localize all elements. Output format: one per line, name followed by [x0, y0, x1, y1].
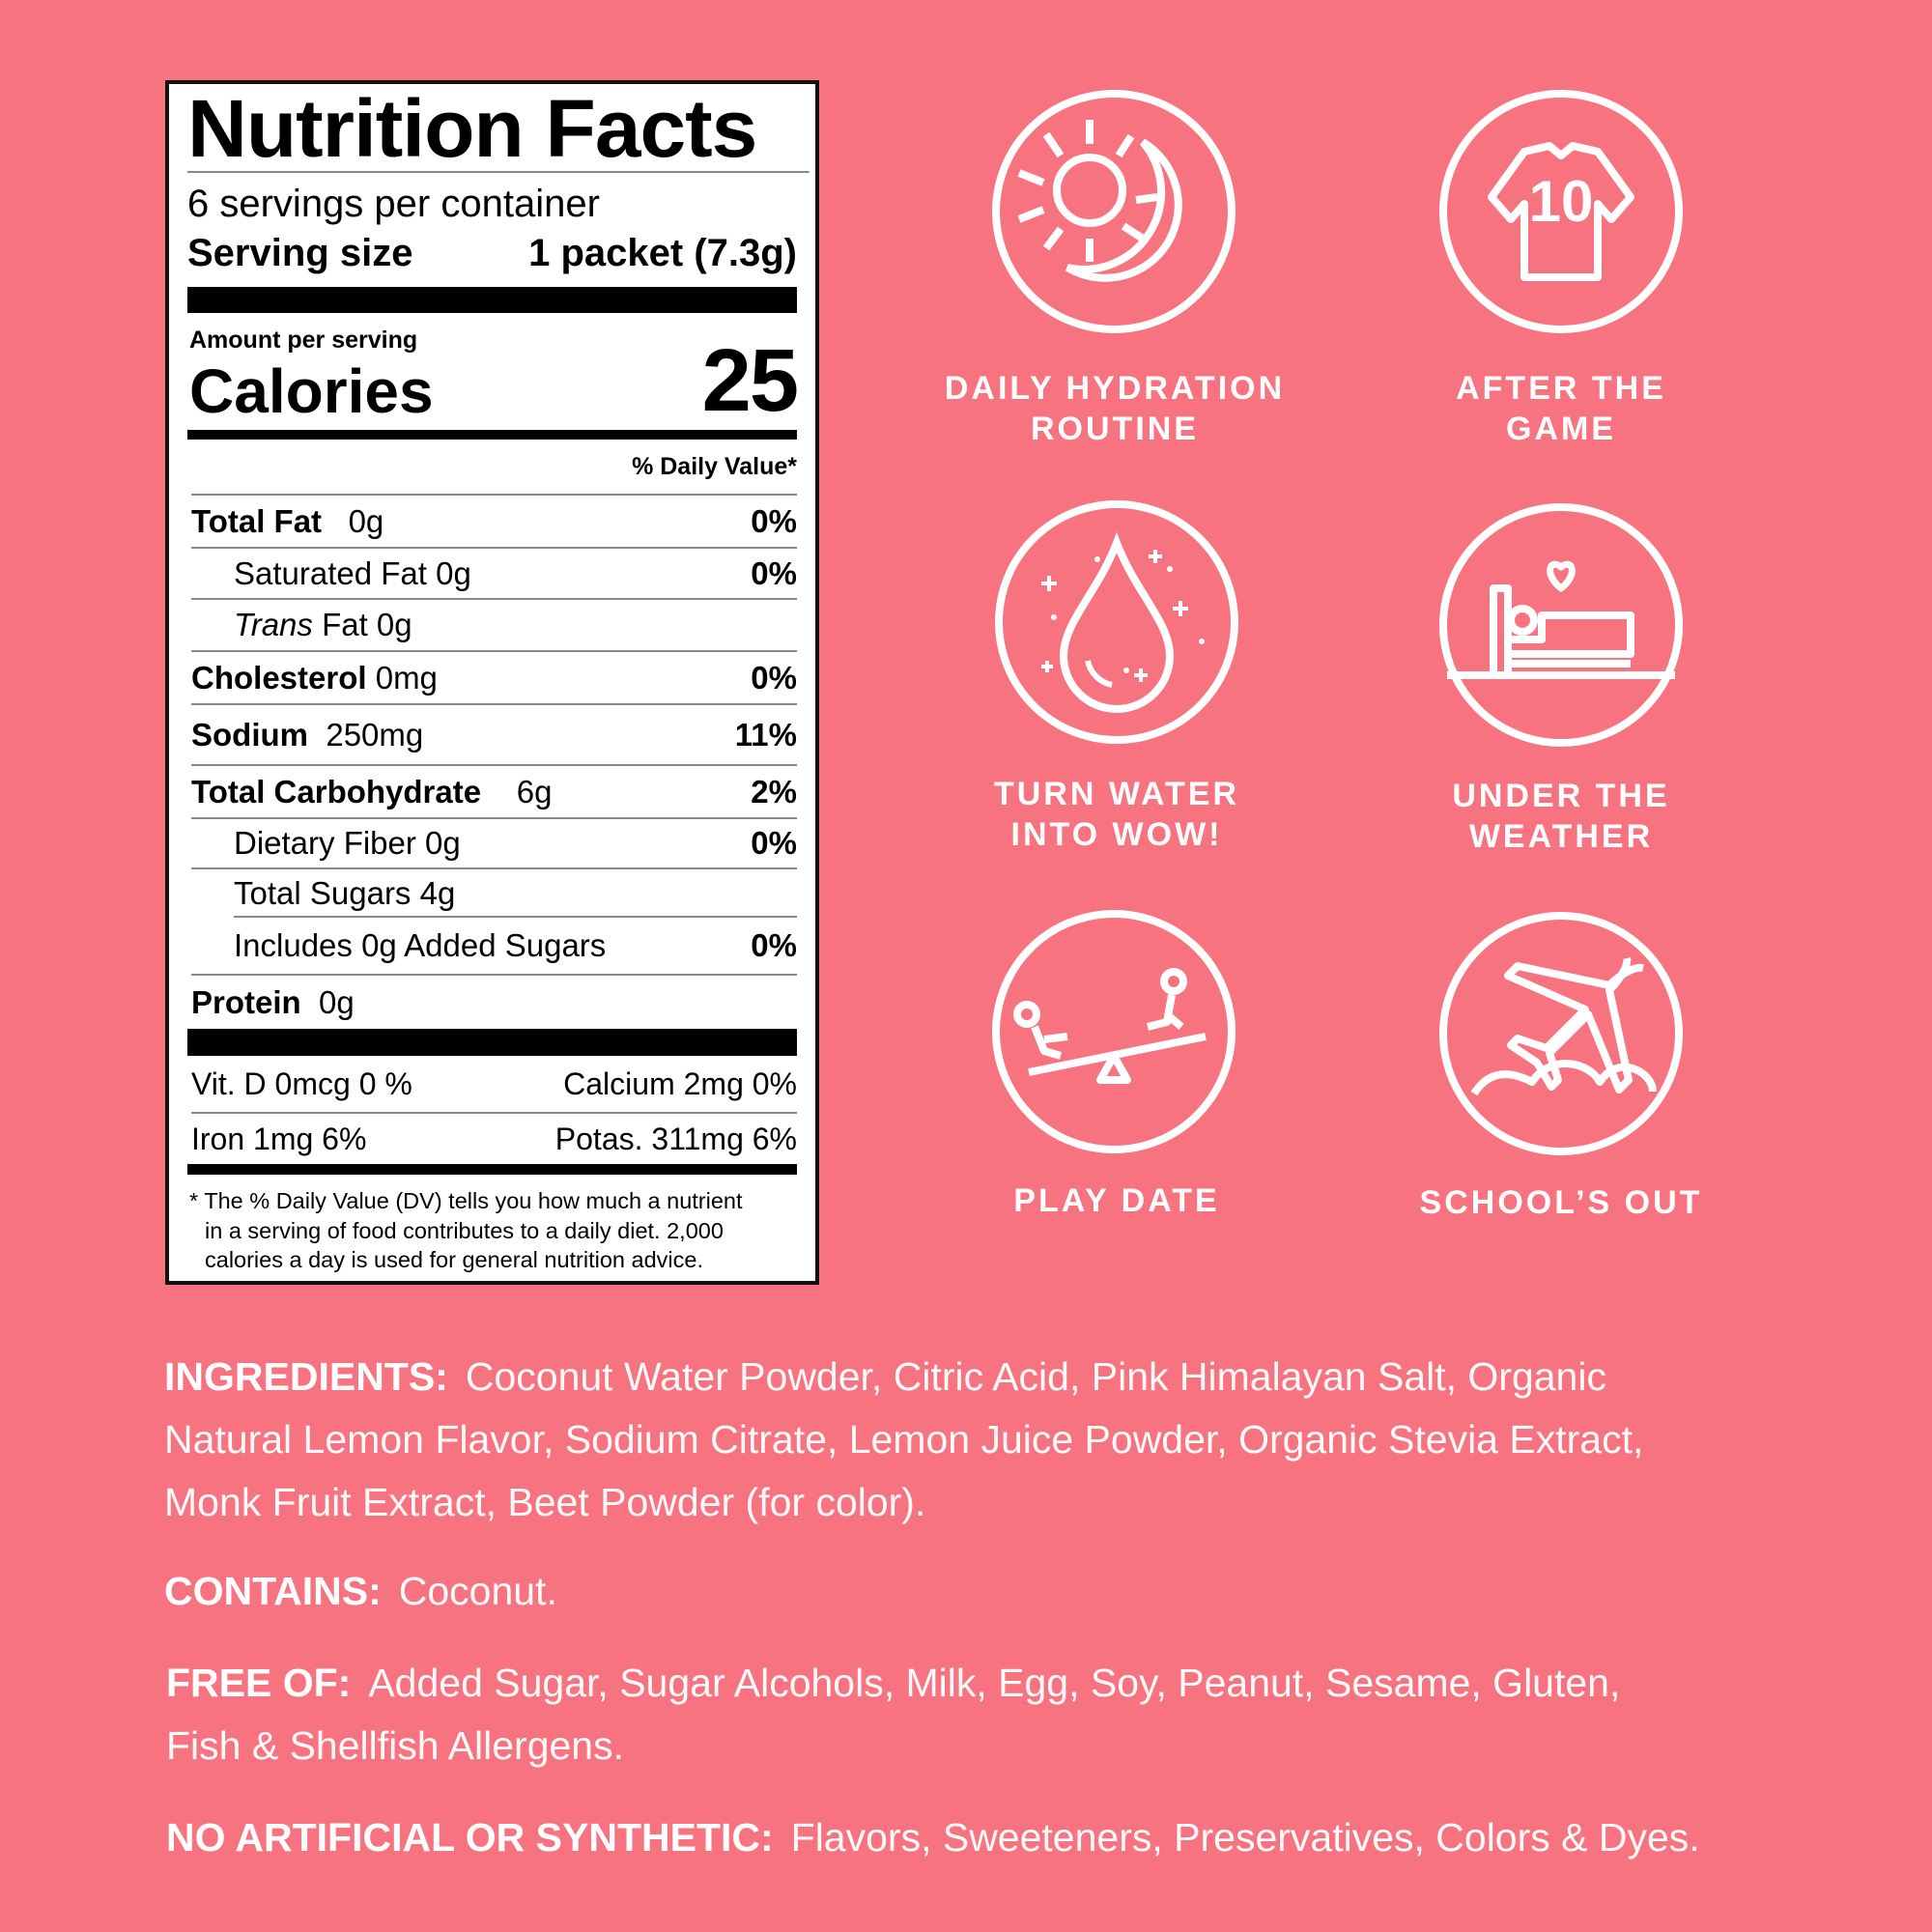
nutrient-dv: 0%	[751, 927, 797, 963]
calories-block: Amount per serving Calories 25	[187, 313, 799, 430]
row-saturated-fat: Saturated Fat 0g 0%	[191, 549, 797, 600]
vitamin-row-1: Vit. D 0mcg 0 % Calcium 2mg 0%	[191, 1056, 797, 1114]
footnote: * The % Daily Value (DV) tells you how m…	[187, 1175, 797, 1275]
row-total-fat: Total Fat 0g 0%	[191, 496, 797, 549]
caption-under-the-weather: UNDER THE WEATHER	[1358, 776, 1764, 857]
nutrient-name: Total Sugars 4g	[234, 875, 456, 911]
caption-line: DAILY HYDRATION	[944, 370, 1286, 407]
caption-line: ROUTINE	[1031, 411, 1199, 447]
seesaw-icon	[992, 910, 1236, 1153]
row-protein: Protein 0g	[191, 976, 797, 1029]
servings-per-container: 6 servings per container	[187, 183, 600, 225]
row-total-sugars: Total Sugars 4g	[191, 869, 797, 918]
footnote-line: in a serving of food contributes to a da…	[205, 1217, 724, 1243]
footnote-line: calories a day is used for general nutri…	[205, 1247, 703, 1272]
nutrient-amount: 0mg	[375, 659, 438, 696]
no-artificial-text: Flavors, Sweeteners, Preservatives, Colo…	[790, 1815, 1700, 1860]
divider-medium	[187, 430, 797, 440]
free-of-line: Fish & Shellfish Allergens.	[166, 1723, 625, 1768]
nutrient-name-italic: Trans	[234, 607, 313, 642]
nutrient-dv: 11%	[734, 716, 797, 753]
row-sodium: Sodium 250mg 11%	[191, 705, 797, 766]
nutrient-name: Sodium	[191, 716, 308, 753]
nutrition-facts-label: Nutrition Facts 6 servings per container…	[165, 80, 819, 1285]
no-artificial: NO ARTIFICIAL OR SYNTHETIC: Flavors, Swee…	[166, 1806, 1700, 1869]
caption-schools-out: SCHOOL’S OUT	[1358, 1182, 1764, 1223]
serving-size-label: Serving size	[187, 232, 413, 274]
nutrient-dv: 0%	[751, 502, 797, 539]
potassium: Potas. 311mg 6%	[554, 1121, 797, 1156]
serving-size-value: 1 packet (7.3g)	[528, 232, 797, 274]
caption-line: SCHOOL’S OUT	[1419, 1184, 1703, 1221]
label-title: Nutrition Facts	[187, 84, 810, 173]
ingredients-line: Coconut Water Powder, Citric Acid, Pink …	[465, 1354, 1606, 1399]
ingredients-line: Natural Lemon Flavor, Sodium Citrate, Le…	[164, 1417, 1644, 1462]
ingredients-label: INGREDIENTS:	[164, 1354, 448, 1399]
row-total-carbohydrate: Total Carbohydrate 6g 2%	[191, 766, 797, 819]
caption-daily-hydration: DAILY HYDRATION ROUTINE	[912, 368, 1318, 449]
nutrient-name: Cholesterol	[191, 659, 367, 696]
free-of: FREE OF: Added Sugar, Sugar Alcohols, Mil…	[166, 1652, 1620, 1777]
nutrient-amount: 0g	[348, 502, 384, 539]
row-added-sugars: Includes 0g Added Sugars 0%	[191, 918, 797, 976]
sun-moon-icon	[992, 90, 1236, 333]
vitamin-row-2: Iron 1mg 6% Potas. 311mg 6%	[191, 1114, 797, 1164]
nutrient-name: Dietary Fiber 0g	[234, 825, 461, 861]
row-cholesterol: Cholesterol 0mg 0%	[191, 652, 797, 705]
nutrient-name: Protein	[191, 983, 301, 1020]
nutrient-name: Fat 0g	[312, 607, 412, 642]
free-of-line: Added Sugar, Sugar Alcohols, Milk, Egg, …	[368, 1661, 1621, 1705]
iron: Iron 1mg 6%	[191, 1121, 367, 1156]
row-dietary-fiber: Dietary Fiber 0g 0%	[191, 819, 797, 869]
jersey-number: 10	[1529, 169, 1594, 234]
calories-value: 25	[701, 331, 799, 430]
nutrient-amount: 6g	[516, 773, 553, 810]
nutrient-dv: 2%	[751, 773, 797, 810]
nutrient-name: Total Carbohydrate	[191, 773, 482, 810]
caption-line: GAME	[1506, 411, 1616, 447]
ingredients: INGREDIENTS: Coconut Water Powder, Citric…	[164, 1346, 1643, 1534]
divider-thick	[187, 1029, 797, 1056]
nutrient-name: Total Fat	[191, 502, 323, 539]
caption-line: TURN WATER	[993, 776, 1240, 812]
free-of-label: FREE OF:	[166, 1661, 352, 1705]
nutrient-amount: 250mg	[326, 716, 424, 753]
airplane-icon	[1439, 912, 1683, 1155]
vitamin-d: Vit. D 0mcg 0 %	[191, 1065, 412, 1101]
no-artificial-label: NO ARTIFICIAL OR SYNTHETIC:	[166, 1815, 774, 1860]
caption-line: PLAY DATE	[1013, 1182, 1220, 1219]
row-trans-fat: Trans Fat 0g	[191, 600, 797, 652]
calories-label: Calories	[189, 356, 434, 426]
caption-play-date: PLAY DATE	[914, 1180, 1320, 1221]
divider-thick	[187, 287, 797, 313]
caption-line: AFTER THE	[1456, 370, 1666, 407]
jersey-icon: 10	[1439, 90, 1683, 333]
contains: CONTAINS: Coconut.	[164, 1560, 557, 1623]
caption-after-the-game: AFTER THE GAME	[1358, 368, 1764, 449]
nutrient-dv: 0%	[751, 825, 797, 861]
footnote-line: * The % Daily Value (DV) tells you how m…	[189, 1188, 743, 1213]
caption-line: WEATHER	[1468, 818, 1654, 855]
caption-line: INTO WOW!	[1010, 816, 1223, 853]
nutrient-amount: 0g	[319, 983, 355, 1020]
amount-per-serving: Amount per serving	[189, 327, 418, 354]
daily-value-header: % Daily Value*	[191, 440, 797, 496]
contains-label: CONTAINS:	[164, 1569, 382, 1613]
water-drop-icon	[995, 500, 1238, 744]
nutrient-dv: 0%	[751, 659, 797, 696]
nutrient-name: Includes 0g Added Sugars	[234, 927, 607, 963]
nutrient-dv: 0%	[751, 554, 797, 591]
caption-line: UNDER THE	[1452, 778, 1670, 814]
serving-info: 6 servings per container Serving size 1 …	[187, 173, 797, 287]
divider-medium	[187, 1164, 797, 1175]
ingredients-line: Monk Fruit Extract, Beet Powder (for col…	[164, 1480, 926, 1524]
caption-turn-water-into-wow: TURN WATER INTO WOW!	[914, 774, 1320, 855]
calcium: Calcium 2mg 0%	[563, 1065, 797, 1101]
serving-size: Serving size 1 packet (7.3g)	[187, 229, 797, 277]
contains-text: Coconut.	[398, 1569, 557, 1613]
bed-icon	[1439, 503, 1683, 747]
nutrient-name: Saturated Fat 0g	[234, 554, 471, 591]
